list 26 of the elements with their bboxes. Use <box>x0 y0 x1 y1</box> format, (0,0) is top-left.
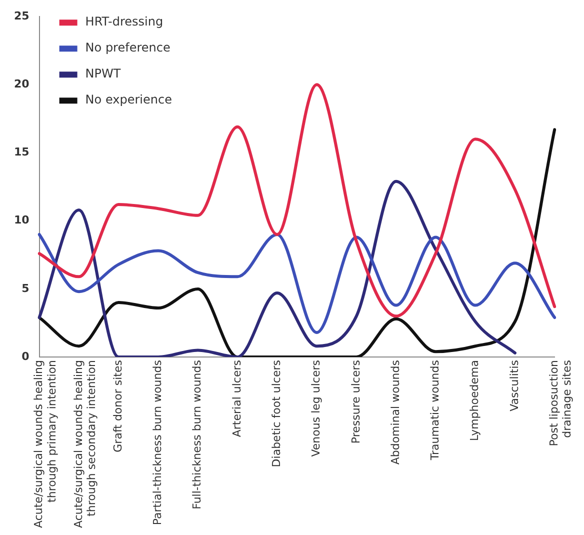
line-series <box>38 180 516 358</box>
line-series <box>38 83 556 318</box>
y-tick-label: 15 <box>14 146 30 159</box>
x-tick-label: Arterial ulcers <box>230 360 244 438</box>
x-tick-label: Vasculitis <box>508 360 521 412</box>
y-tick-label: 10 <box>14 214 30 227</box>
x-tick-label: Diabetic foot ulcers <box>270 360 283 468</box>
x-tick-label: Pressure ulcers <box>349 360 362 444</box>
legend-label: No preference <box>85 40 170 55</box>
legend-label: NPWT <box>85 66 122 81</box>
x-tick-label: Full-thickness burn wounds <box>190 360 204 510</box>
line-series <box>38 232 556 334</box>
x-tick-label: Venous leg ulcers <box>310 360 323 457</box>
y-tick-label: 0 <box>22 350 30 363</box>
x-tick-label: Graft donor sites <box>111 360 124 452</box>
x-tick-label: Lymphoedema <box>468 360 482 442</box>
x-tick-label: Post liposuction drainage sites <box>547 360 574 446</box>
x-tick-label: Traumatic wounds <box>428 360 442 462</box>
y-tick-label: 20 <box>14 78 30 91</box>
x-tick-label: Partial-thickness burn wounds <box>151 360 164 526</box>
x-tick-label: Acute/surgical wounds healing through primary intention <box>32 360 58 528</box>
y-tick-label: 25 <box>14 9 30 22</box>
y-tick-label: 5 <box>22 282 30 295</box>
x-tick-label: Abdominal wounds <box>388 360 402 465</box>
legend-label: HRT-dressing <box>85 14 164 29</box>
legend-label: No experience <box>85 92 172 107</box>
